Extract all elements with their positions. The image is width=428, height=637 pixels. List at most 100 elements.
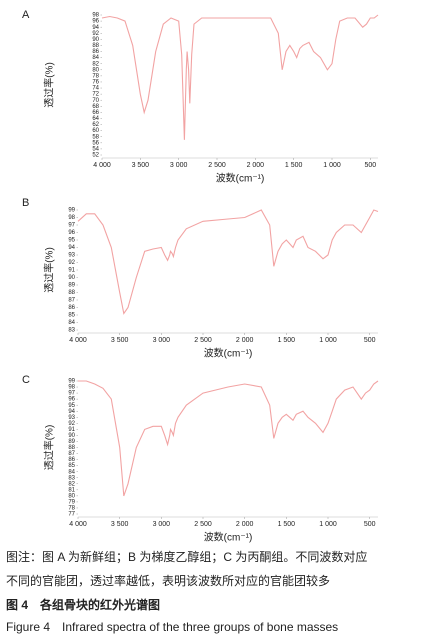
y-tick-label: 78 [92, 73, 99, 79]
x-tick-label: 500 [364, 521, 376, 528]
y-axis-title: 透过率(%) [43, 425, 56, 471]
y-tick-label: 52 [92, 153, 99, 159]
y-tick-label: 92 [68, 421, 75, 427]
y-tick-label: 91 [68, 268, 75, 274]
y-tick-label: 90 [92, 37, 99, 43]
y-axis-title: 透过率(%) [43, 247, 56, 293]
y-tick-label: 94 [68, 409, 75, 415]
x-tick-label: 500 [364, 337, 376, 344]
y-tick-label: 99 [68, 208, 75, 214]
x-tick-label: 3 500 [132, 162, 150, 169]
y-tick-label: 94 [68, 245, 75, 251]
x-tick-label: 4 000 [69, 337, 87, 344]
x-tick-label: 1 000 [319, 521, 337, 528]
y-tick-label: 95 [68, 238, 75, 244]
x-tick-label: 3 500 [111, 521, 129, 528]
y-tick-label: 82 [68, 481, 75, 487]
y-tick-label: 99 [68, 379, 75, 385]
y-tick-label: 70 [92, 98, 99, 104]
y-tick-label: 98 [68, 385, 75, 391]
y-tick-label: 82 [92, 61, 99, 67]
y-tick-label: 93 [68, 415, 75, 421]
y-tick-label: 97 [68, 223, 75, 229]
y-tick-label: 56 [92, 140, 99, 146]
y-tick-label: 77 [68, 512, 75, 518]
y-tick-label: 89 [68, 283, 75, 289]
spectrum-line [78, 380, 379, 497]
y-tick-label: 81 [68, 487, 75, 493]
y-tick-label: 58 [92, 134, 99, 140]
y-axis-title: 透过率(%) [43, 62, 56, 108]
y-tick-label: 79 [68, 499, 75, 505]
x-tick-label: 2 000 [236, 521, 254, 528]
y-tick-label: 96 [68, 397, 75, 403]
y-tick-label: 96 [92, 19, 99, 25]
x-tick-label: 1 500 [278, 521, 296, 528]
spectrum-line [77, 209, 379, 315]
y-tick-label: 98 [68, 215, 75, 221]
y-tick-label: 89 [68, 439, 75, 445]
x-tick-label: 1 000 [319, 337, 337, 344]
y-tick-label: 84 [68, 469, 75, 475]
y-tick-label: 92 [68, 260, 75, 266]
y-tick-label: 62 [92, 122, 99, 128]
x-tick-label: 2 000 [247, 162, 265, 169]
y-tick-label: 83 [68, 475, 75, 481]
y-tick-label: 87 [68, 298, 75, 304]
x-tick-label: 3 000 [170, 162, 188, 169]
x-tick-label: 4 000 [93, 162, 111, 169]
x-tick-label: 3 000 [153, 337, 171, 344]
x-tick-label: 1 500 [285, 162, 303, 169]
caption-note: 图注：图 A 为新鲜组；B 为梯度乙醇组；C 为丙酮组。不同波数对应 [6, 550, 368, 564]
y-tick-label: 85 [68, 463, 75, 469]
y-tick-label: 78 [68, 506, 75, 512]
y-tick-label: 86 [68, 305, 75, 311]
figure: A525456586062646668707274767880828486889… [22, 9, 379, 544]
x-tick-label: 2 000 [236, 337, 254, 344]
panel-label: A [22, 9, 30, 21]
y-tick-label: 60 [92, 128, 99, 134]
x-axis-title: 波数(cm⁻¹) [216, 172, 265, 185]
y-tick-label: 87 [68, 451, 75, 457]
y-tick-label: 91 [68, 427, 75, 433]
y-tick-label: 88 [68, 445, 75, 451]
y-tick-label: 83 [68, 328, 75, 334]
y-tick-label: 76 [92, 80, 99, 86]
y-tick-label: 68 [92, 104, 99, 110]
y-tick-label: 95 [68, 403, 75, 409]
y-tick-label: 96 [68, 230, 75, 236]
x-tick-label: 2 500 [194, 337, 212, 344]
y-tick-label: 54 [92, 146, 99, 152]
y-tick-label: 66 [92, 110, 99, 116]
spectrum-line [101, 14, 379, 140]
x-axis-title: 波数(cm⁻¹) [204, 347, 253, 360]
caption-note: 不同的官能团，透过率越低，表明该波数所对应的官能团较多 [6, 574, 331, 588]
x-tick-label: 1 500 [278, 337, 296, 344]
y-tick-label: 98 [92, 13, 99, 19]
y-tick-label: 84 [92, 55, 99, 61]
y-tick-label: 97 [68, 391, 75, 397]
panel-label: B [22, 197, 29, 209]
y-tick-label: 88 [92, 43, 99, 49]
x-tick-label: 1 000 [323, 162, 341, 169]
y-tick-label: 93 [68, 253, 75, 259]
y-tick-label: 90 [68, 433, 75, 439]
x-tick-label: 2 500 [194, 521, 212, 528]
x-tick-label: 2 500 [208, 162, 226, 169]
panel-label: C [22, 374, 30, 386]
x-tick-label: 4 000 [69, 521, 87, 528]
caption-title-en: Figure 4 Infrared spectra of the three g… [6, 620, 339, 634]
y-tick-label: 85 [68, 313, 75, 319]
y-tick-label: 86 [92, 49, 99, 55]
x-tick-label: 500 [364, 162, 376, 169]
y-tick-label: 94 [92, 25, 99, 31]
y-tick-label: 74 [92, 86, 99, 92]
y-tick-label: 80 [92, 67, 99, 73]
y-tick-label: 84 [68, 320, 75, 326]
y-tick-label: 64 [92, 116, 99, 122]
x-tick-label: 3 500 [111, 337, 129, 344]
y-tick-label: 90 [68, 275, 75, 281]
y-tick-label: 86 [68, 457, 75, 463]
x-axis-title: 波数(cm⁻¹) [204, 531, 253, 544]
